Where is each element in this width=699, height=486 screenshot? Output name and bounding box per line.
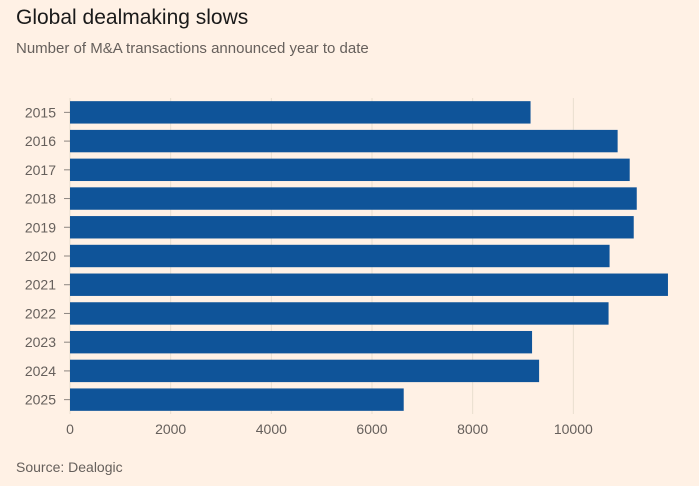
bar-2019 xyxy=(70,216,634,239)
x-tick-label: 8000 xyxy=(457,421,488,437)
x-tick-label: 10000 xyxy=(554,421,593,437)
chart-title: Global dealmaking slows xyxy=(16,6,249,29)
x-tick-label: 6000 xyxy=(356,421,387,437)
y-tick-label: 2025 xyxy=(25,392,56,408)
bar-2022 xyxy=(70,302,609,325)
y-tick-label: 2018 xyxy=(25,191,56,207)
y-tick-label: 2023 xyxy=(25,334,56,350)
y-tick-label: 2015 xyxy=(25,104,56,120)
y-axis-labels: 2015 2016 2017 2018 2019 2020 2021 2022 2023 2024… xyxy=(25,104,70,408)
bars xyxy=(70,101,668,411)
bar-2025 xyxy=(70,388,404,411)
x-tick-label: 0 xyxy=(66,421,74,437)
bar-2017 xyxy=(70,158,630,182)
bar-2018 xyxy=(70,187,637,210)
y-tick-label: 2022 xyxy=(25,305,56,321)
y-tick-label: 2017 xyxy=(25,162,56,178)
x-tick-label: 4000 xyxy=(256,421,287,437)
x-axis-labels: 0 2000 4000 6000 8000 10000 xyxy=(66,421,593,437)
y-tick-label: 2019 xyxy=(25,219,56,235)
source-note: Source: Dealogic xyxy=(16,459,123,475)
bar-2023 xyxy=(70,330,533,354)
bar-2020 xyxy=(70,244,610,268)
bar-2015 xyxy=(70,101,531,124)
chart-subtitle: Number of M&A transactions announced yea… xyxy=(16,40,369,57)
bar-2024 xyxy=(70,359,540,383)
y-tick-label: 2024 xyxy=(25,363,56,379)
y-tick-label: 2016 xyxy=(25,133,56,149)
y-tick-label: 2020 xyxy=(25,248,56,264)
y-tick-label: 2021 xyxy=(25,277,56,293)
bar-2021 xyxy=(70,273,668,296)
x-tick-label: 2000 xyxy=(155,421,186,437)
bar-2016 xyxy=(70,129,618,153)
